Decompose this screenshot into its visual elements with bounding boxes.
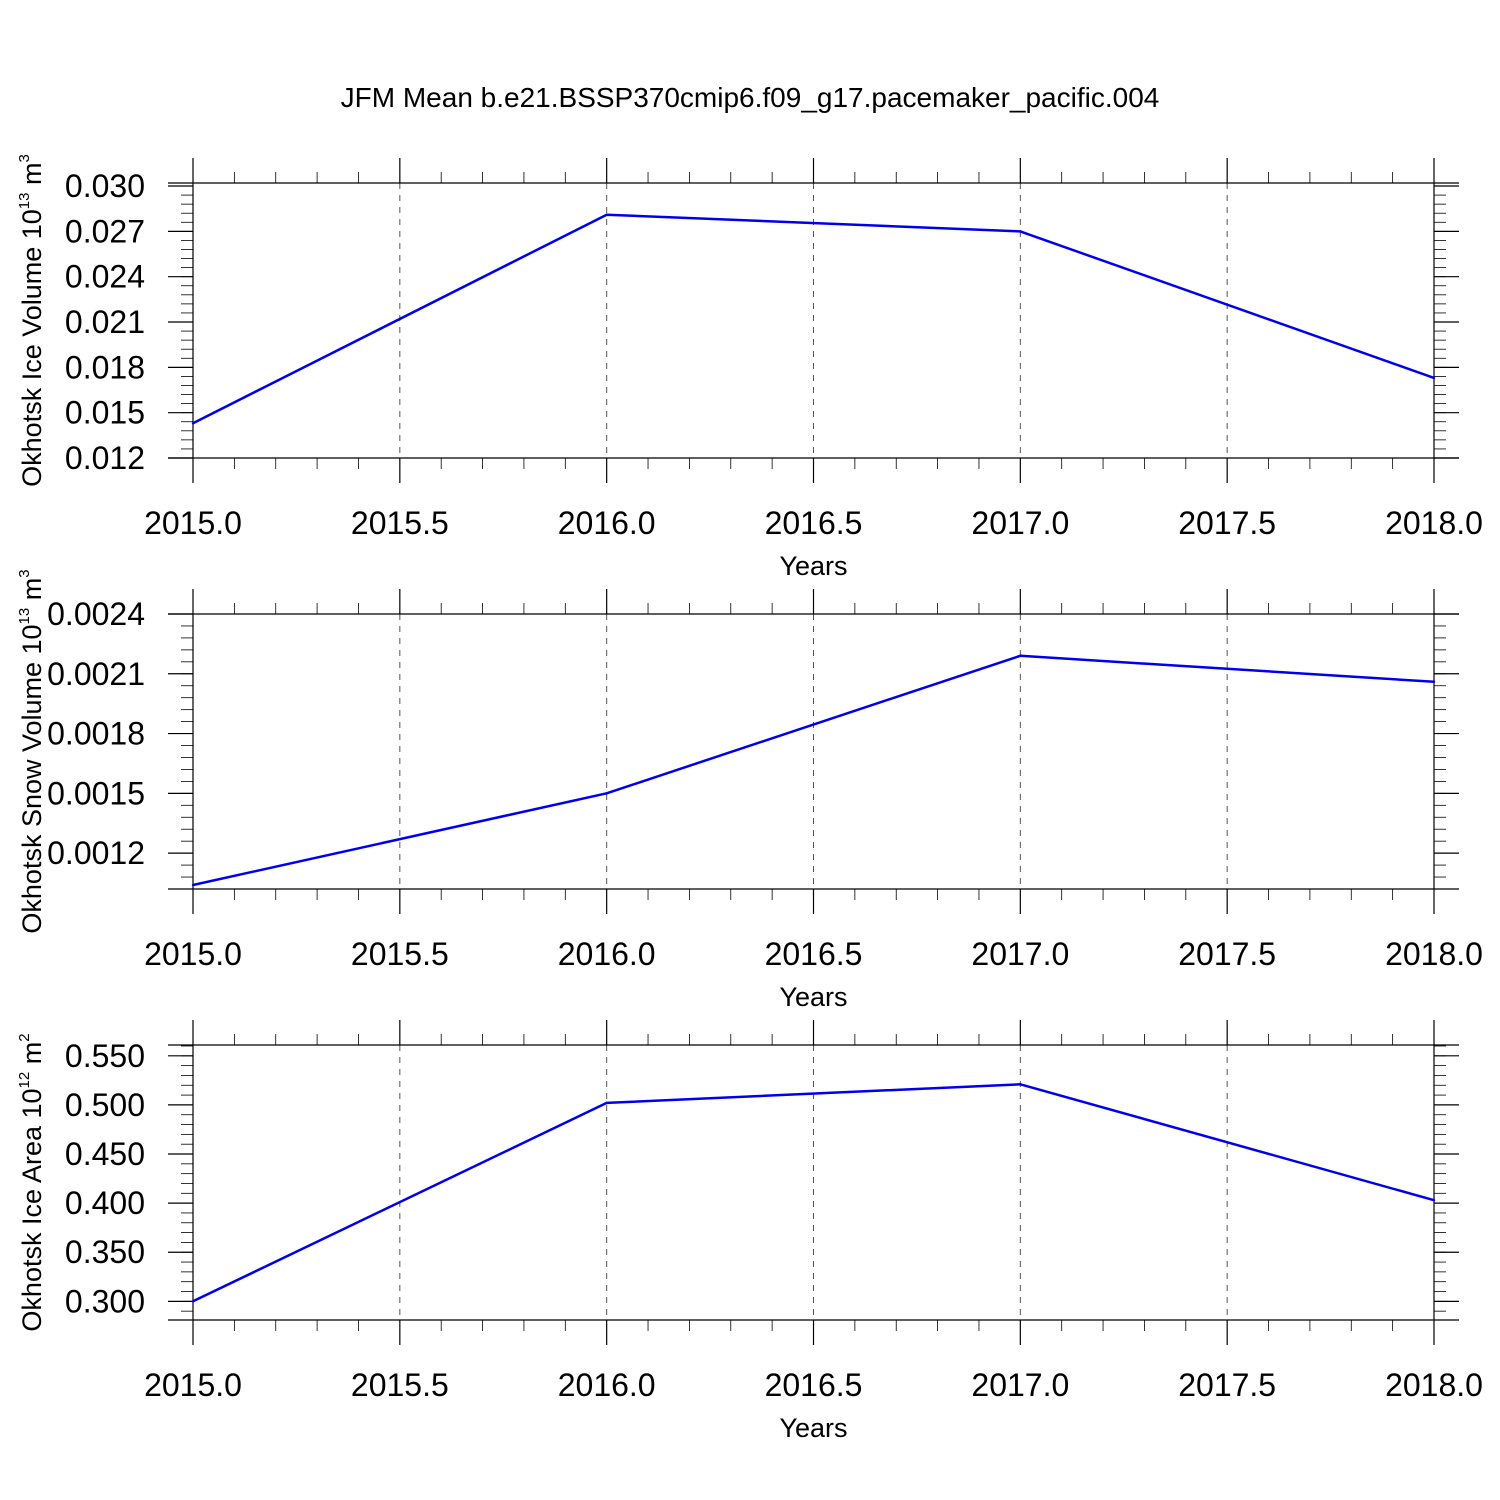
data-point — [1019, 1083, 1022, 1086]
x-tick-label: 2017.5 — [1178, 1367, 1276, 1403]
y-tick-label: 0.0012 — [47, 835, 145, 871]
x-tick-label: 2018.0 — [1385, 936, 1483, 972]
data-point — [191, 1300, 195, 1303]
data-point — [191, 422, 195, 425]
x-axis-title: Years — [779, 551, 847, 581]
y-axis-title-part: 3 — [16, 569, 33, 577]
data-point — [605, 1101, 608, 1105]
y-axis-title: Okhotsk Snow Volume 1013 m3 — [16, 569, 47, 933]
y-tick-label: 0.550 — [65, 1038, 145, 1074]
chart-panel-1: 2015.0 2015.5 2016.0 2016.5 2017.0 2017.5 2018… — [16, 154, 1483, 581]
series-line — [192, 213, 1435, 425]
x-axis-title: Years — [779, 982, 847, 1012]
y-axis-title-part: Okhotsk Ice Area 10 — [17, 1088, 47, 1331]
chart-panel-3: 2015.0 2015.5 2016.0 2016.5 2017.0 2017.5 2018… — [16, 1020, 1483, 1443]
y-tick-label: 0.400 — [65, 1185, 145, 1221]
data-point — [1019, 230, 1022, 233]
data-point — [1432, 1198, 1436, 1202]
x-tick-label: 2016.0 — [558, 936, 656, 972]
y-tick-label: 0.015 — [65, 395, 145, 431]
y-tick-label: 0.350 — [65, 1234, 145, 1270]
chart-panel-2: 2015.0 2015.5 2016.0 2016.5 2017.0 2017.5 2018… — [16, 569, 1483, 1012]
x-tick-label: 2018.0 — [1385, 1367, 1483, 1403]
y-axis-title-part: m — [17, 578, 47, 608]
y-tick-label: 0.018 — [65, 349, 145, 385]
y-tick-label: 0.0024 — [47, 596, 145, 632]
y-axis-title-part: Okhotsk Ice Volume 10 — [17, 209, 47, 487]
x-tick-label: 2017.0 — [971, 936, 1069, 972]
y-tick-label: 0.021 — [65, 304, 145, 340]
y-tick-label: 0.0021 — [47, 656, 145, 692]
y-axis-title-part: 12 — [16, 1072, 33, 1089]
y-axis-title-part: 13 — [16, 193, 33, 210]
y-axis-title-part: 3 — [16, 154, 33, 162]
y-axis-title: Okhotsk Ice Area 1012 m2 — [16, 1033, 47, 1331]
series-line — [192, 654, 1435, 887]
x-tick-label: 2015.5 — [351, 1367, 449, 1403]
x-tick-label: 2015.0 — [144, 936, 242, 972]
y-tick-label: 0.012 — [65, 440, 145, 476]
x-axis-title: Years — [779, 1413, 847, 1443]
data-point — [1019, 654, 1022, 658]
data-point — [1432, 680, 1436, 683]
y-axis-title: Okhotsk Ice Volume 1013 m3 — [16, 154, 47, 487]
y-tick-label: 0.450 — [65, 1136, 145, 1172]
x-tick-label: 2015.0 — [144, 1367, 242, 1403]
x-tick-label: 2016.5 — [765, 936, 863, 972]
y-tick-label: 0.0018 — [47, 716, 145, 752]
y-axis-title-part: m — [17, 163, 47, 193]
x-tick-label: 2015.5 — [351, 936, 449, 972]
y-axis-title-part: m — [17, 1042, 47, 1072]
y-tick-label: 0.030 — [65, 168, 145, 204]
x-tick-label: 2017.5 — [1178, 936, 1276, 972]
data-point — [191, 883, 195, 887]
series-line — [192, 1083, 1435, 1303]
data-point — [605, 792, 608, 795]
y-tick-label: 0.300 — [65, 1283, 145, 1319]
x-tick-label: 2016.0 — [558, 505, 656, 541]
x-tick-label: 2016.0 — [558, 1367, 656, 1403]
y-axis-title-part: Okhotsk Snow Volume 10 — [17, 624, 47, 933]
y-axis-title-part: 13 — [16, 608, 33, 625]
y-tick-label: 0.024 — [65, 259, 145, 295]
x-tick-label: 2016.5 — [765, 505, 863, 541]
x-tick-label: 2017.0 — [971, 505, 1069, 541]
x-tick-label: 2015.0 — [144, 505, 242, 541]
y-tick-label: 0.500 — [65, 1087, 145, 1123]
y-axis-title-part: 2 — [16, 1033, 33, 1041]
y-tick-label: 0.027 — [65, 213, 145, 249]
x-tick-label: 2015.5 — [351, 505, 449, 541]
x-tick-label: 2017.0 — [971, 1367, 1069, 1403]
x-tick-label: 2018.0 — [1385, 505, 1483, 541]
figure-title: JFM Mean b.e21.BSSP370cmip6.f09_g17.pace… — [341, 82, 1160, 113]
y-tick-label: 0.0015 — [47, 775, 145, 811]
chart-panels: 2015.0 2015.5 2016.0 2016.5 2017.0 2017.5 2018… — [16, 154, 1483, 1443]
data-point — [1432, 376, 1436, 380]
x-tick-label: 2017.5 — [1178, 505, 1276, 541]
data-point — [605, 213, 608, 216]
x-tick-label: 2016.5 — [765, 1367, 863, 1403]
